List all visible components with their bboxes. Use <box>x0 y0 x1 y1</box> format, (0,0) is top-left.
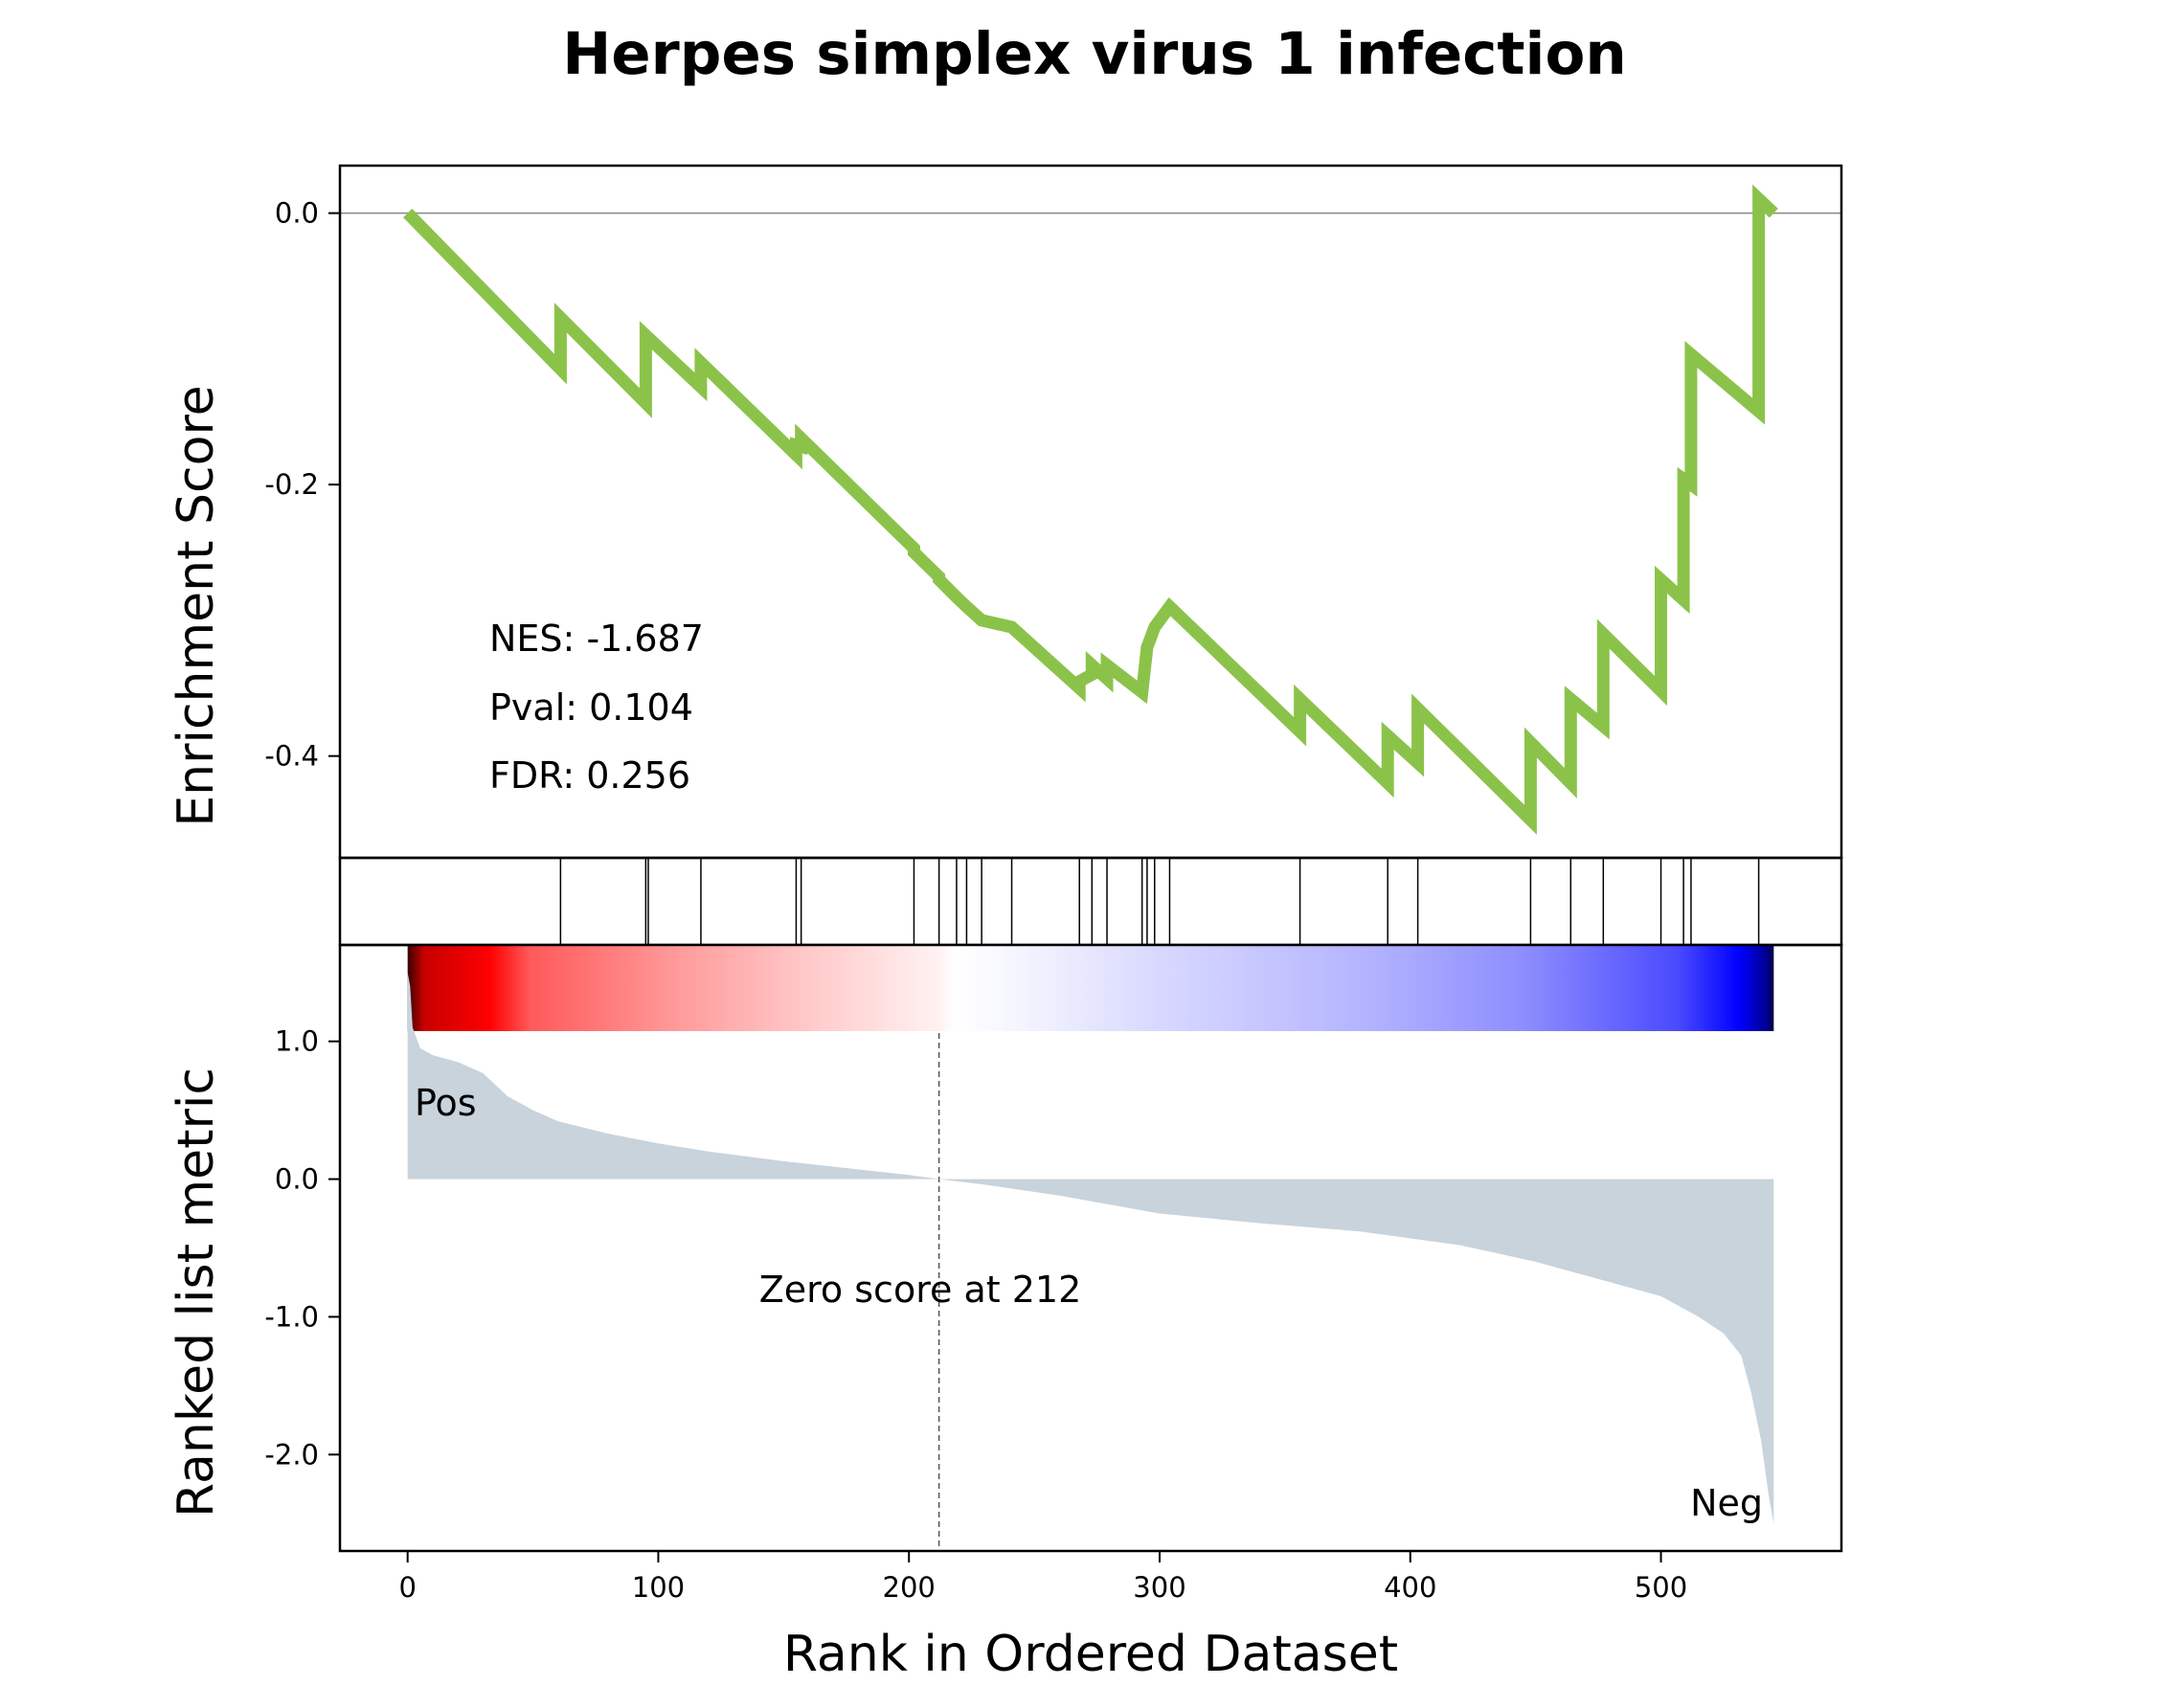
enrichment-panel: 0.0 -0.2 -0.4 NES: -1.687 Pval: 0.104 FDR:… <box>168 164 1843 860</box>
x-tick-label: 0 <box>398 1571 416 1604</box>
metric-y-label: Ranked list metric <box>168 1068 225 1517</box>
hits-frame <box>338 856 1843 947</box>
x-axis-label: Rank in Ordered Dataset <box>783 1626 1398 1683</box>
x-tick-label: 300 <box>1133 1571 1185 1604</box>
enrichment-line <box>403 184 1778 835</box>
metric-y-tick-label: 1.0 <box>275 1025 319 1058</box>
es-y-ticks: 0.0 -0.2 -0.4 <box>264 197 340 773</box>
pval-stat: Pval: 0.104 <box>489 686 693 729</box>
x-tick-label: 400 <box>1384 1571 1436 1604</box>
x-tick-label: 200 <box>883 1571 936 1604</box>
hit-lines <box>559 858 1760 945</box>
metric-area <box>407 972 1774 1524</box>
x-tick-label: 500 <box>1635 1571 1687 1604</box>
zero-score-label: Zero score at 212 <box>759 1269 1082 1311</box>
metric-y-tick-label: -1.0 <box>264 1300 319 1333</box>
hits-panel <box>338 856 1843 947</box>
es-y-label: Enrichment Score <box>168 385 225 826</box>
metric-y-tick-label: -2.0 <box>264 1438 319 1471</box>
es-y-tick-label: -0.2 <box>264 468 319 501</box>
metric-y-ticks: 1.0 0.0 -1.0 -2.0 <box>264 1025 340 1471</box>
metric-panel: Zero score at 212 Pos Neg 1.0 0.0 -1.0 -2.0… <box>168 943 1843 1553</box>
metric-y-tick-label: 0.0 <box>275 1163 319 1196</box>
fdr-stat: FDR: 0.256 <box>489 754 690 797</box>
neg-label: Neg <box>1690 1482 1763 1524</box>
x-ticks: 0 100 200 300 400 500 <box>398 1551 1687 1604</box>
x-tick-label: 100 <box>632 1571 685 1604</box>
nes-stat: NES: -1.687 <box>489 618 704 660</box>
rank-colorbar <box>407 945 1774 1031</box>
chart-title: Herpes simplex virus 1 infection <box>562 20 1627 88</box>
pos-label: Pos <box>415 1082 477 1124</box>
metric-frame <box>338 943 1843 1553</box>
es-y-tick-label: 0.0 <box>275 197 319 230</box>
es-y-tick-label: -0.4 <box>264 740 319 773</box>
